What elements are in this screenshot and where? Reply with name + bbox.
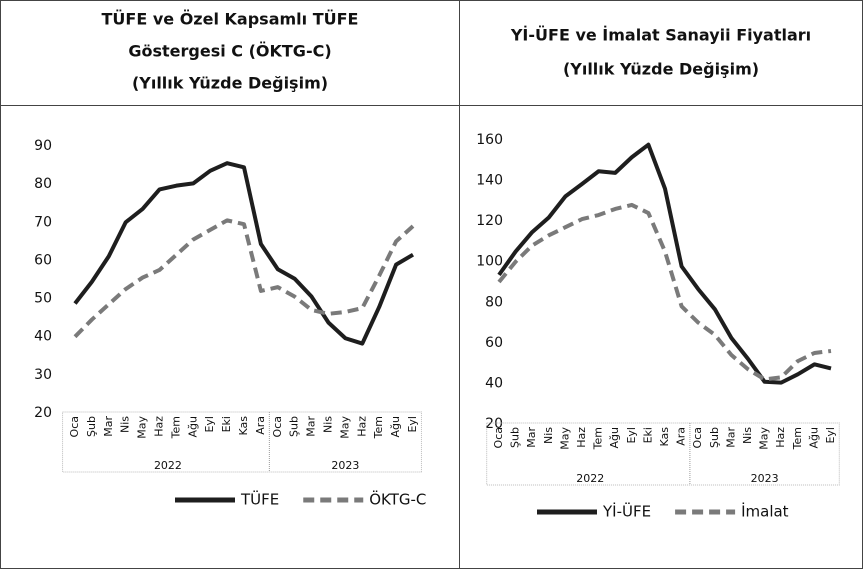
x-tick-label: Oca — [271, 416, 284, 437]
x-tick-label: Ara — [254, 416, 267, 435]
chart-title: Göstergesi C (ÖKTG-C) — [128, 42, 331, 61]
x-tick-label: Şub — [708, 427, 721, 448]
y-tick-label: 50 — [34, 291, 52, 307]
y-tick-label: 40 — [34, 329, 52, 345]
x-tick-label: Kas — [237, 416, 250, 436]
group-label: 2023 — [331, 459, 359, 472]
y-tick-label: 160 — [476, 132, 503, 148]
y-tick-label: 20 — [485, 416, 503, 432]
x-tick-label: Mar — [525, 427, 538, 448]
x-tick-label: May — [338, 416, 351, 439]
legend-label: TÜFE — [240, 490, 279, 509]
x-tick-label: Şub — [509, 427, 522, 448]
y-tick-label: 60 — [485, 335, 503, 351]
x-tick-label: Eyl — [625, 427, 638, 444]
x-tick-label: Haz — [355, 416, 368, 437]
y-tick-label: 60 — [34, 252, 52, 268]
y-tick-label: 90 — [34, 138, 52, 154]
x-tick-label: Eyl — [203, 416, 216, 433]
x-axis-box — [62, 411, 422, 473]
x-tick-label: Mar — [724, 427, 737, 448]
series-line — [497, 202, 832, 382]
x-tick-label: May — [558, 427, 571, 450]
x-tick-label: Ağu — [807, 427, 820, 448]
legend-label: İmalat — [741, 502, 789, 521]
x-tick-label: Mar — [102, 416, 115, 437]
x-tick-label: May — [758, 427, 771, 450]
x-tick-label: Tem — [169, 416, 182, 439]
x-tick-label: Ağu — [186, 416, 199, 437]
chart-title: (Yıllık Yüzde Değişim) — [132, 74, 328, 93]
x-tick-label: Haz — [575, 427, 588, 448]
chart-title: (Yıllık Yüzde Değişim) — [563, 60, 759, 79]
y-tick-label: 70 — [34, 214, 52, 230]
x-tick-label: Mar — [305, 416, 318, 437]
x-tick-label: May — [136, 416, 149, 439]
legend-label: Yİ-ÜFE — [602, 502, 651, 521]
series-line — [497, 142, 832, 385]
group-label: 2022 — [576, 472, 604, 485]
x-tick-label: Ağu — [608, 427, 621, 448]
x-tick-label: Kas — [658, 427, 671, 447]
y-tick-label: 40 — [485, 375, 503, 391]
legend-label: ÖKTG-C — [369, 490, 426, 509]
chart-title: Yİ-ÜFE ve İmalat Sanayii Fiyatları — [510, 26, 811, 45]
series-line — [73, 218, 415, 339]
x-tick-label: Tem — [372, 416, 385, 439]
chart-title: TÜFE ve Özel Kapsamlı TÜFE — [102, 10, 359, 29]
x-tick-label: Oca — [68, 416, 81, 437]
x-tick-label: Nis — [542, 427, 555, 444]
x-tick-label: Haz — [153, 416, 166, 437]
group-label: 2022 — [154, 459, 182, 472]
x-tick-label: Şub — [85, 416, 98, 437]
y-tick-label: 100 — [476, 254, 503, 270]
x-tick-label: Nis — [322, 416, 335, 433]
group-label: 2023 — [751, 472, 779, 485]
y-tick-label: 80 — [485, 294, 503, 310]
y-tick-label: 140 — [476, 173, 503, 189]
y-tick-label: 120 — [476, 213, 503, 229]
x-tick-label: Oca — [691, 427, 704, 448]
x-tick-label: Nis — [119, 416, 132, 433]
x-tick-label: Ara — [675, 427, 688, 446]
series-line — [73, 161, 415, 346]
x-tick-label: Şub — [288, 416, 301, 437]
x-tick-label: Oca — [492, 427, 505, 448]
x-tick-label: Eki — [641, 427, 654, 443]
y-tick-label: 20 — [34, 405, 52, 421]
x-tick-label: Eki — [220, 416, 233, 432]
y-tick-label: 30 — [34, 367, 52, 383]
x-tick-label: Ağu — [389, 416, 402, 437]
x-tick-label: Eyl — [406, 416, 419, 433]
x-tick-label: Haz — [774, 427, 787, 448]
x-axis-box — [486, 422, 840, 486]
y-tick-label: 80 — [34, 176, 52, 192]
x-tick-label: Tem — [791, 427, 804, 450]
x-tick-label: Tem — [592, 427, 605, 450]
x-tick-label: Eyl — [824, 427, 837, 444]
x-tick-label: Nis — [741, 427, 754, 444]
